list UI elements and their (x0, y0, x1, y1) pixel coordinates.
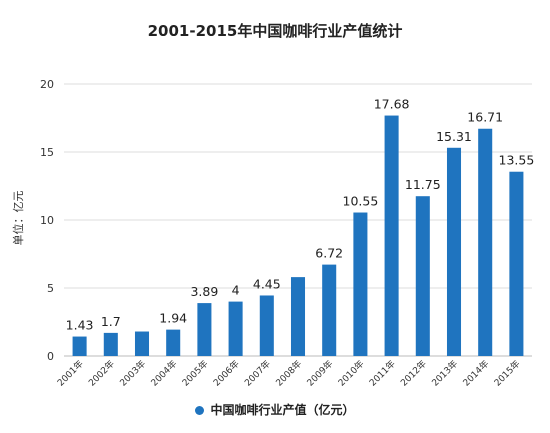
bar (509, 171, 524, 356)
x-tick-label: 2013年 (429, 358, 460, 389)
x-tick-label: 2001年 (55, 358, 86, 389)
data-label: 10.55 (343, 194, 379, 209)
bars (72, 115, 524, 356)
x-tick-label: 2004年 (148, 358, 179, 389)
x-tick-label: 2009年 (304, 358, 335, 389)
bar (72, 336, 87, 356)
bar (446, 147, 462, 356)
bar (197, 303, 212, 356)
legend-marker (195, 406, 205, 415)
data-label: 13.55 (499, 153, 535, 168)
y-axis: 0 5 10 15 20 (40, 78, 54, 363)
bar (103, 332, 118, 356)
x-tick-label: 2003年 (117, 358, 148, 389)
bar (259, 295, 274, 356)
x-tick-label: 2008年 (273, 358, 304, 389)
data-label: 15.31 (436, 129, 472, 144)
data-labels: 1.43 1.7 1.943.89 4 4.45 6.72 10.55 17.68 11.75 1… (66, 97, 535, 333)
x-tick-label: 2002年 (86, 358, 117, 389)
legend: 中国咖啡行业产值（亿元） (0, 401, 550, 418)
x-tick-label: 2014年 (460, 358, 491, 389)
y-tick-label: 20 (40, 78, 54, 91)
y-axis-title: 单位：亿元 (11, 191, 25, 246)
x-tick-label: 2005年 (179, 358, 210, 389)
data-label: 16.71 (467, 110, 503, 125)
x-tick-label: 2010年 (335, 358, 366, 389)
bar (384, 115, 399, 356)
x-tick-label: 2007年 (242, 358, 273, 389)
x-tick-label: 2006年 (211, 358, 242, 389)
data-label: 3.89 (190, 284, 218, 299)
x-tick-label: 2015年 (491, 358, 522, 389)
data-label: 4 (232, 283, 240, 298)
data-label: 1.43 (66, 318, 94, 333)
bar (134, 331, 150, 356)
y-tick-label: 0 (47, 350, 54, 363)
data-label: 17.68 (374, 97, 410, 112)
x-tick-label: 2012年 (398, 358, 429, 389)
bar (478, 128, 493, 356)
x-axis: 2001年 2002年 2003年 2004年 2005年 2006年 2007年 2008年… (55, 358, 523, 389)
y-tick-label: 10 (40, 214, 54, 227)
bar (415, 196, 430, 356)
y-tick-label: 5 (47, 282, 54, 295)
data-label: 6.72 (315, 246, 343, 261)
x-tick-label: 2011年 (367, 358, 398, 389)
legend-label: 中国咖啡行业产值（亿元） (210, 403, 355, 417)
bar (353, 212, 368, 356)
data-label: 4.45 (253, 276, 281, 291)
bar (166, 329, 181, 356)
data-label: 1.94 (159, 311, 187, 326)
chart-title: 2001-2015年中国咖啡行业产值统计 (147, 22, 403, 40)
bar (322, 264, 337, 356)
data-label: 11.75 (405, 177, 441, 192)
bar (228, 301, 243, 356)
bar (290, 277, 306, 356)
data-label: 1.7 (101, 314, 121, 329)
y-tick-label: 15 (40, 146, 54, 159)
